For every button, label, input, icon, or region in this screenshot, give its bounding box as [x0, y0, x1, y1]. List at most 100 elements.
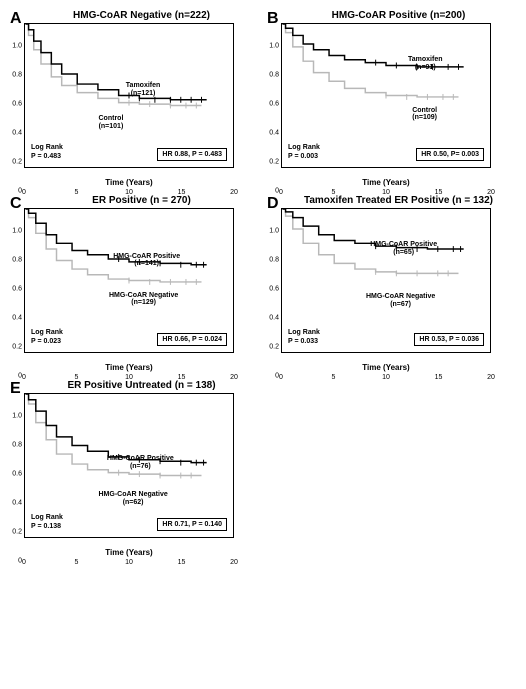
- curve-1-n: (n=121): [131, 90, 156, 97]
- panel-b: BHMG-CoAR Positive (n=200)Recurrence Fre…: [267, 10, 516, 187]
- x-tick-mark: [130, 352, 131, 353]
- y-tick-mark: [281, 140, 282, 141]
- x-tick-label: 15: [435, 374, 443, 381]
- curve-2-name: Control: [99, 115, 124, 122]
- y-tick-mark: [24, 423, 25, 424]
- curve-2-name: Control: [412, 107, 437, 114]
- plot-area: HMG-CoAR Positive(n=65)HMG-CoAR Negative…: [281, 208, 491, 353]
- y-tick-label: 0.4: [269, 130, 279, 137]
- y-tick-label: 0.8: [269, 257, 279, 264]
- y-ticks: 00.20.40.60.81.0: [6, 23, 22, 187]
- y-tick-label: 0.6: [269, 101, 279, 108]
- x-tick-label: 5: [75, 559, 79, 566]
- panel-c: CER Positive (n = 270)Recurrence Free Su…: [10, 195, 259, 372]
- logrank-text: Log RankP = 0.483: [31, 144, 63, 161]
- y-ticks: 00.20.40.60.81.0: [263, 23, 279, 187]
- panel-title: HMG-CoAR Positive (n=200): [281, 10, 516, 21]
- curve-label-1: HMG-CoAR Positive(n=76): [107, 455, 174, 470]
- logrank-p: P = 0.023: [31, 338, 61, 345]
- logrank-p: P = 0.003: [288, 153, 318, 160]
- curve-2-n: (n=109): [412, 114, 437, 121]
- y-tick-label: 0.2: [12, 159, 22, 166]
- panel-a: AHMG-CoAR Negative (n=222)Recurrence Fre…: [10, 10, 259, 187]
- x-axis-label: Time (Years): [24, 548, 234, 557]
- panel-e: EER Positive Untreated (n = 138)Recurren…: [10, 380, 259, 557]
- y-tick-label: 0: [275, 188, 279, 195]
- x-tick-label: 0: [279, 374, 283, 381]
- x-tick-label: 0: [22, 559, 26, 566]
- y-tick-mark: [24, 510, 25, 511]
- x-tick-mark: [439, 167, 440, 168]
- x-tick-label: 10: [125, 559, 133, 566]
- y-tick-label: 0.2: [12, 529, 22, 536]
- logrank-p: P = 0.483: [31, 153, 61, 160]
- x-tick-mark: [387, 167, 388, 168]
- logrank-text: Log RankP = 0.138: [31, 514, 63, 531]
- logrank-text: Log Rank P = 0.003: [288, 144, 320, 161]
- x-tick-mark: [77, 167, 78, 168]
- x-tick-label: 10: [382, 374, 390, 381]
- hr-box: HR 0.88, P = 0.483: [157, 148, 227, 161]
- y-tick-label: 0: [18, 558, 22, 565]
- y-tick-label: 0.4: [12, 500, 22, 507]
- y-tick-label: 0: [18, 188, 22, 195]
- plot-area: HMG-CoAR Positive(n=141)HMG-CoAR Negativ…: [24, 208, 234, 353]
- y-tick-label: 0.6: [12, 286, 22, 293]
- curve-1-name: Tamoxifen: [126, 82, 161, 89]
- curve-1-n: (n=76): [130, 463, 151, 470]
- y-tick-mark: [24, 209, 25, 210]
- x-tick-label: 15: [178, 559, 186, 566]
- panel-d: DTamoxifen Treated ER Positive (n = 132)…: [267, 195, 516, 372]
- y-tick-label: 0.6: [269, 286, 279, 293]
- curve-1-name: HMG-CoAR Positive: [107, 455, 174, 462]
- y-tick-mark: [24, 325, 25, 326]
- curve-1-n: (n=141): [134, 260, 159, 267]
- y-tick-mark: [281, 24, 282, 25]
- y-tick-mark: [24, 394, 25, 395]
- logrank-label: Log Rank: [288, 329, 320, 336]
- x-axis-label: Time (Years): [281, 178, 491, 187]
- y-tick-label: 0.6: [12, 101, 22, 108]
- x-tick-mark: [25, 537, 26, 538]
- plot-area: Tamoxifen(n=121) Control(n=101) Log RankP …: [24, 23, 234, 168]
- curve-label-1: Tamoxifen(n=91): [408, 56, 443, 71]
- curve-1-name: HMG-CoAR Positive: [113, 253, 180, 260]
- panel-title: ER Positive Untreated (n = 138): [24, 380, 259, 391]
- x-tick-mark: [182, 537, 183, 538]
- hr-box: HR 0.53, P = 0.036: [414, 333, 484, 346]
- y-tick-label: 0.6: [12, 471, 22, 478]
- y-tick-label: 0.4: [269, 315, 279, 322]
- y-tick-label: 0: [18, 373, 22, 380]
- y-tick-mark: [24, 267, 25, 268]
- x-tick-mark: [282, 352, 283, 353]
- y-tick-mark: [24, 452, 25, 453]
- curve-1-name: HMG-CoAR Positive: [370, 241, 437, 248]
- y-ticks: 00.20.40.60.81.0: [6, 393, 22, 557]
- x-ticks: 05101520: [281, 374, 491, 384]
- x-axis-label: Time (Years): [281, 363, 491, 372]
- logrank-p: P = 0.033: [288, 338, 318, 345]
- curve-label-2: Control(n=101): [99, 115, 124, 130]
- logrank-label: Log Rank: [288, 144, 320, 151]
- x-tick-label: 20: [487, 374, 495, 381]
- curve-1-n: (n=65): [393, 249, 414, 256]
- x-tick-label: 20: [230, 559, 238, 566]
- y-tick-label: 1.0: [12, 228, 22, 235]
- logrank-p: P = 0.138: [31, 523, 61, 530]
- y-tick-label: 0: [275, 373, 279, 380]
- panel-title: Tamoxifen Treated ER Positive (n = 132): [281, 195, 516, 206]
- x-tick-mark: [182, 167, 183, 168]
- curve-label-1: Tamoxifen(n=121): [126, 82, 161, 97]
- curve-2-n: (n=129): [131, 299, 156, 306]
- y-tick-mark: [281, 325, 282, 326]
- y-tick-mark: [281, 53, 282, 54]
- curve-2-name: HMG-CoAR Negative: [99, 491, 168, 498]
- y-tick-label: 0.2: [12, 344, 22, 351]
- y-tick-label: 1.0: [269, 228, 279, 235]
- plot-wrap: Recurrence Free SurvivalTamoxifen(n=121)…: [24, 23, 234, 187]
- y-tick-mark: [24, 111, 25, 112]
- plot-wrap: Recurrence Free SurvivalHMG-CoAR Positiv…: [24, 393, 234, 557]
- y-tick-label: 0.4: [12, 130, 22, 137]
- panel-grid: AHMG-CoAR Negative (n=222)Recurrence Fre…: [10, 10, 516, 557]
- y-tick-mark: [24, 82, 25, 83]
